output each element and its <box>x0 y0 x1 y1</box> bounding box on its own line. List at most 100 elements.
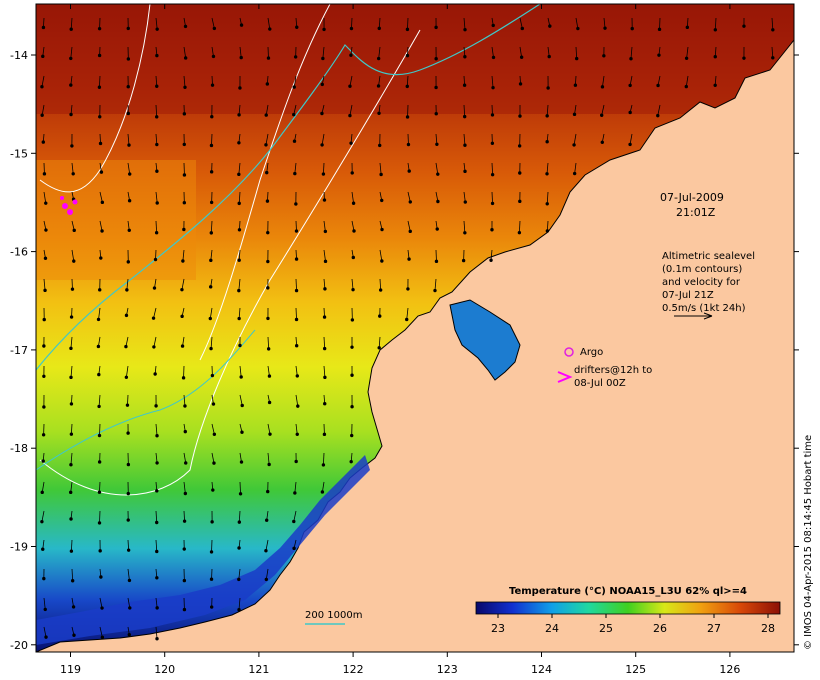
velocity-arrowhead <box>264 518 269 522</box>
velocity-arrow <box>70 365 73 378</box>
velocity-arrowhead <box>684 84 688 89</box>
velocity-arrow <box>43 278 46 291</box>
velocity-arrowhead <box>239 55 243 60</box>
velocity-arrowhead <box>237 546 241 550</box>
velocity-arrow <box>407 17 409 30</box>
velocity-arrowhead <box>600 85 605 89</box>
velocity-arrowhead <box>126 111 131 116</box>
velocity-arrow <box>519 46 523 58</box>
velocity-arrow <box>155 75 158 87</box>
velocity-arrowhead <box>462 114 467 119</box>
velocity-arrowhead <box>125 403 130 407</box>
velocity-arrow <box>70 46 73 59</box>
velocity-arrowhead <box>321 56 325 61</box>
velocity-arrowhead <box>771 28 775 32</box>
velocity-arrowhead <box>237 258 241 262</box>
velocity-arrow <box>183 481 186 494</box>
velocity-arrow <box>603 17 606 29</box>
velocity-arrowhead <box>322 346 327 351</box>
velocity-arrowhead <box>126 431 130 435</box>
credit-label: © IMOS 04-Apr-2015 08:14:45 Hobart time <box>803 435 814 650</box>
velocity-arrowhead <box>124 313 129 318</box>
velocity-arrowhead <box>293 491 297 495</box>
velocity-arrowhead <box>264 549 268 553</box>
velocity-arrowhead <box>436 172 440 176</box>
velocity-arrowhead <box>520 26 525 31</box>
velocity-arrowhead <box>44 201 48 205</box>
velocity-arrowhead <box>211 488 215 492</box>
velocity-arrowhead <box>771 56 775 60</box>
velocity-arrowhead <box>323 259 328 264</box>
velocity-arrow <box>491 191 493 204</box>
velocity-arrowhead <box>238 492 243 496</box>
velocity-arrowhead <box>463 169 467 174</box>
velocity-arrowhead <box>127 632 131 637</box>
velocity-arrow <box>265 568 269 580</box>
velocity-arrow <box>238 597 241 610</box>
velocity-arrowhead <box>322 198 327 202</box>
velocity-arrowhead <box>97 26 102 31</box>
velocity-arrow <box>210 220 213 233</box>
velocity-arrowhead <box>376 56 381 61</box>
velocity-arrowhead <box>463 200 467 204</box>
velocity-arrowhead <box>294 344 299 348</box>
velocity-arrowhead <box>239 23 244 27</box>
velocity-arrowhead <box>292 519 296 524</box>
velocity-arrow <box>182 249 185 262</box>
velocity-arrowhead <box>126 462 131 467</box>
lon-tick-label: 125 <box>625 663 646 676</box>
velocity-arrowhead <box>491 23 495 28</box>
velocity-arrowhead <box>376 84 381 88</box>
longitude-axis: 119 120 121 122 123 124 125 126 <box>60 4 740 676</box>
lon-tick-label: 124 <box>531 663 552 676</box>
argo-label: Argo <box>580 347 603 358</box>
velocity-arrowhead <box>126 57 131 61</box>
velocity-arrow <box>183 394 186 407</box>
altimetry-legend: Altimetric sealevel (0.1m contours) and … <box>662 251 755 320</box>
velocity-arrow <box>295 423 298 435</box>
velocity-arrowhead <box>125 288 129 292</box>
velocity-arrow <box>294 481 297 494</box>
velocity-arrowhead <box>209 550 214 554</box>
velocity-arrowhead <box>408 229 412 234</box>
velocity-arrowhead <box>237 577 241 582</box>
velocity-arrow <box>351 17 353 29</box>
velocity-arrowhead <box>600 113 604 117</box>
velocity-arrowhead <box>572 171 577 176</box>
velocity-arrow <box>70 17 73 30</box>
velocity-arrowhead <box>155 489 159 493</box>
velocity-arrowhead <box>293 55 298 59</box>
velocity-arrowhead <box>572 143 576 147</box>
velocity-arrowhead <box>323 401 327 406</box>
velocity-arrowhead <box>350 171 354 175</box>
velocity-arrowhead <box>154 231 159 235</box>
velocity-arrowhead <box>267 462 271 467</box>
velocity-arrow <box>41 75 45 87</box>
velocity-arrow <box>267 17 271 30</box>
velocity-arrowhead <box>576 26 580 31</box>
velocity-arrowhead <box>237 113 241 117</box>
velocity-arrowhead <box>266 316 270 321</box>
velocity-arrowhead <box>349 141 353 145</box>
velocity-arrow <box>295 394 299 407</box>
velocity-arrow <box>238 162 241 175</box>
velocity-arrow <box>323 336 326 349</box>
velocity-arrow <box>293 510 297 522</box>
altimetry-line: and velocity for <box>662 277 741 288</box>
velocity-arrowhead <box>294 317 299 322</box>
velocity-arrowhead <box>100 606 104 610</box>
velocity-arrowhead <box>713 83 717 87</box>
velocity-arrowhead <box>323 287 327 291</box>
drifter-line: 08-Jul 00Z <box>574 378 626 389</box>
velocity-arrowhead <box>518 114 522 118</box>
velocity-arrow <box>686 46 689 59</box>
velocity-arrow <box>294 162 297 174</box>
velocity-arrowhead <box>240 430 244 434</box>
velocity-arrow <box>127 162 131 175</box>
velocity-arrow <box>602 75 605 87</box>
velocity-arrowhead <box>43 288 47 293</box>
velocity-arrow <box>210 249 213 261</box>
velocity-arrowhead <box>517 230 522 235</box>
velocity-arrowhead <box>237 141 241 145</box>
velocity-arrowhead <box>96 344 101 349</box>
